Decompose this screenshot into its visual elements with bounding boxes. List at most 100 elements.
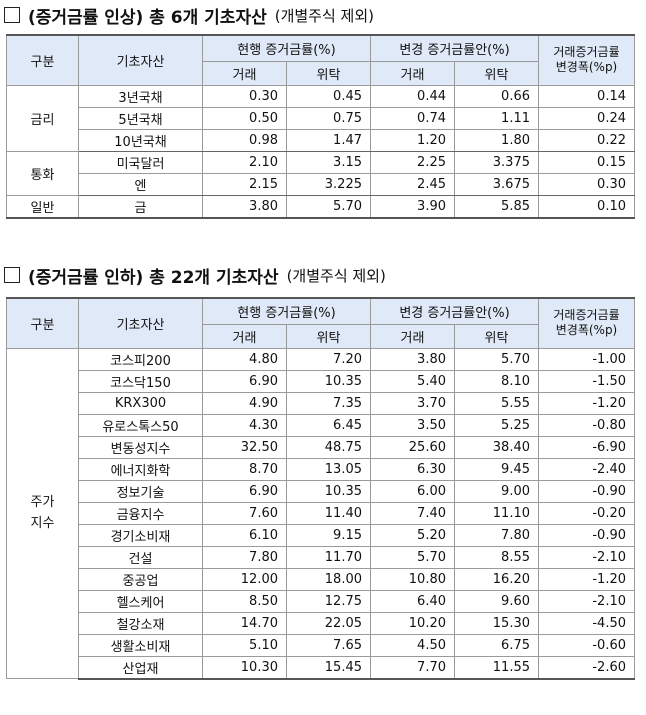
proposed-trust-cell: 5.85: [454, 194, 539, 219]
table-row: 10년국채 0.98 1.47 1.20 1.80 0.22: [7, 128, 635, 152]
current-trade-cell: 7.60: [202, 501, 287, 525]
current-trust-cell: 0.45: [286, 84, 371, 108]
current-trade-cell: 6.90: [202, 479, 287, 503]
proposed-trade-cell: 3.50: [370, 413, 455, 437]
asset-cell: 엔: [78, 172, 203, 196]
change-cell: 0.22: [538, 128, 635, 152]
table-row: 정보기술 6.90 10.35 6.00 9.00 -0.90: [7, 479, 635, 503]
asset-cell: 코스닥150: [78, 369, 203, 393]
category-cell: 통화: [6, 150, 79, 196]
header-current: 현행 증거금률(%): [202, 34, 371, 62]
current-trade-cell: 4.30: [202, 413, 287, 437]
table-row: 코스닥150 6.90 10.35 5.40 8.10 -1.50: [7, 369, 635, 393]
table-row: 변동성지수 32.50 48.75 25.60 38.40 -6.90: [7, 435, 635, 459]
asset-cell: 헬스케어: [78, 589, 203, 613]
proposed-trust-cell: 11.10: [454, 501, 539, 525]
change-cell: -2.40: [538, 457, 635, 481]
current-trust-cell: 5.70: [286, 194, 371, 219]
table-row: 중공업 12.00 18.00 10.80 16.20 -1.20: [7, 567, 635, 591]
proposed-trust-cell: 5.25: [454, 413, 539, 437]
change-cell: 0.10: [538, 194, 635, 219]
table-row: 일반 금 3.80 5.70 3.90 5.85 0.10: [6, 194, 635, 219]
header-current-trust: 위탁: [286, 323, 371, 349]
table-row: 엔 2.15 3.225 2.45 3.675 0.30: [7, 172, 635, 196]
asset-cell: 금융지수: [78, 501, 203, 525]
section1-note: (개별주식 제외): [274, 6, 375, 25]
change-cell: -0.60: [538, 633, 635, 657]
header-current-trade: 거래: [202, 60, 287, 86]
current-trust-cell: 6.45: [286, 413, 371, 437]
asset-cell: 경기소비재: [78, 523, 203, 547]
increase-table: 구분 기초자산 현행 증거금률(%) 변경 증거금률안(%) 거래증거금률 변경…: [6, 34, 635, 219]
proposed-trust-cell: 11.55: [454, 655, 539, 680]
section2-title: (증거금률 인하) 총 22개 기초자산 (개별주식 제외): [4, 262, 386, 288]
category-cell: 주가 지수: [6, 347, 79, 679]
current-trade-cell: 10.30: [202, 655, 287, 680]
current-trade-cell: 0.30: [202, 84, 287, 108]
section1-heading: (증거금률 인상) 총 6개 기초자산: [28, 7, 267, 28]
current-trust-cell: 7.65: [286, 633, 371, 657]
asset-cell: 3년국채: [78, 84, 203, 108]
asset-cell: 유로스톡스50: [78, 413, 203, 437]
asset-cell: 철강소재: [78, 611, 203, 635]
proposed-trade-cell: 4.50: [370, 633, 455, 657]
current-trust-cell: 7.20: [286, 347, 371, 371]
table-row: 생활소비재 5.10 7.65 4.50 6.75 -0.60: [7, 633, 635, 657]
table-row: KRX300 4.90 7.35 3.70 5.55 -1.20: [7, 391, 635, 415]
change-cell: -0.20: [538, 501, 635, 525]
proposed-trust-cell: 6.75: [454, 633, 539, 657]
current-trade-cell: 0.98: [202, 128, 287, 152]
asset-cell: 코스피200: [78, 347, 203, 371]
table-row: 철강소재 14.70 22.05 10.20 15.30 -4.50: [7, 611, 635, 635]
proposed-trade-cell: 2.25: [370, 150, 455, 174]
category-cell: 일반: [6, 194, 79, 219]
proposed-trade-cell: 6.30: [370, 457, 455, 481]
current-trade-cell: 6.90: [202, 369, 287, 393]
section1-title: (증거금률 인상) 총 6개 기초자산 (개별주식 제외): [4, 2, 374, 28]
proposed-trust-cell: 5.55: [454, 391, 539, 415]
header-change-line2: 변경폭(%p): [555, 323, 618, 338]
current-trust-cell: 3.225: [286, 172, 371, 196]
current-trade-cell: 32.50: [202, 435, 287, 459]
current-trust-cell: 11.70: [286, 545, 371, 569]
proposed-trust-cell: 1.11: [454, 106, 539, 130]
proposed-trust-cell: 9.00: [454, 479, 539, 503]
current-trade-cell: 8.50: [202, 589, 287, 613]
proposed-trade-cell: 25.60: [370, 435, 455, 459]
current-trust-cell: 0.75: [286, 106, 371, 130]
table-row: 금리 3년국채 0.30 0.45 0.44 0.66 0.14: [6, 84, 635, 152]
header-change: 거래증거금률 변경폭(%p): [538, 297, 635, 349]
current-trade-cell: 8.70: [202, 457, 287, 481]
current-trade-cell: 2.10: [202, 150, 287, 174]
proposed-trust-cell: 7.80: [454, 523, 539, 547]
category-line2: 지수: [30, 516, 55, 532]
decrease-table: 구분 기초자산 현행 증거금률(%) 변경 증거금률안(%) 거래증거금률 변경…: [6, 297, 635, 680]
table-row: 헬스케어 8.50 12.75 6.40 9.60 -2.10: [7, 589, 635, 613]
current-trust-cell: 22.05: [286, 611, 371, 635]
section2-note: (개별주식 제외): [286, 266, 386, 285]
table-row: 금융지수 7.60 11.40 7.40 11.10 -0.20: [7, 501, 635, 525]
checkbox-icon: [4, 7, 20, 23]
current-trade-cell: 12.00: [202, 567, 287, 591]
asset-cell: 에너지화학: [78, 457, 203, 481]
proposed-trust-cell: 1.80: [454, 128, 539, 152]
proposed-trust-cell: 16.20: [454, 567, 539, 591]
proposed-trade-cell: 2.45: [370, 172, 455, 196]
asset-cell: 5년국채: [78, 106, 203, 130]
asset-cell: 정보기술: [78, 479, 203, 503]
table-row: 통화 미국달러 2.10 3.15 2.25 3.375 0.15: [6, 150, 635, 196]
header-change-line2: 변경폭(%p): [555, 60, 618, 75]
change-cell: -0.80: [538, 413, 635, 437]
header-proposed-trade: 거래: [370, 323, 455, 349]
proposed-trade-cell: 3.80: [370, 347, 455, 371]
current-trade-cell: 2.15: [202, 172, 287, 196]
change-cell: -1.20: [538, 391, 635, 415]
proposed-trade-cell: 5.40: [370, 369, 455, 393]
asset-cell: 중공업: [78, 567, 203, 591]
header-asset: 기초자산: [78, 297, 203, 349]
current-trust-cell: 9.15: [286, 523, 371, 547]
current-trust-cell: 15.45: [286, 655, 371, 680]
current-trade-cell: 6.10: [202, 523, 287, 547]
header-current-trust: 위탁: [286, 60, 371, 86]
proposed-trust-cell: 15.30: [454, 611, 539, 635]
